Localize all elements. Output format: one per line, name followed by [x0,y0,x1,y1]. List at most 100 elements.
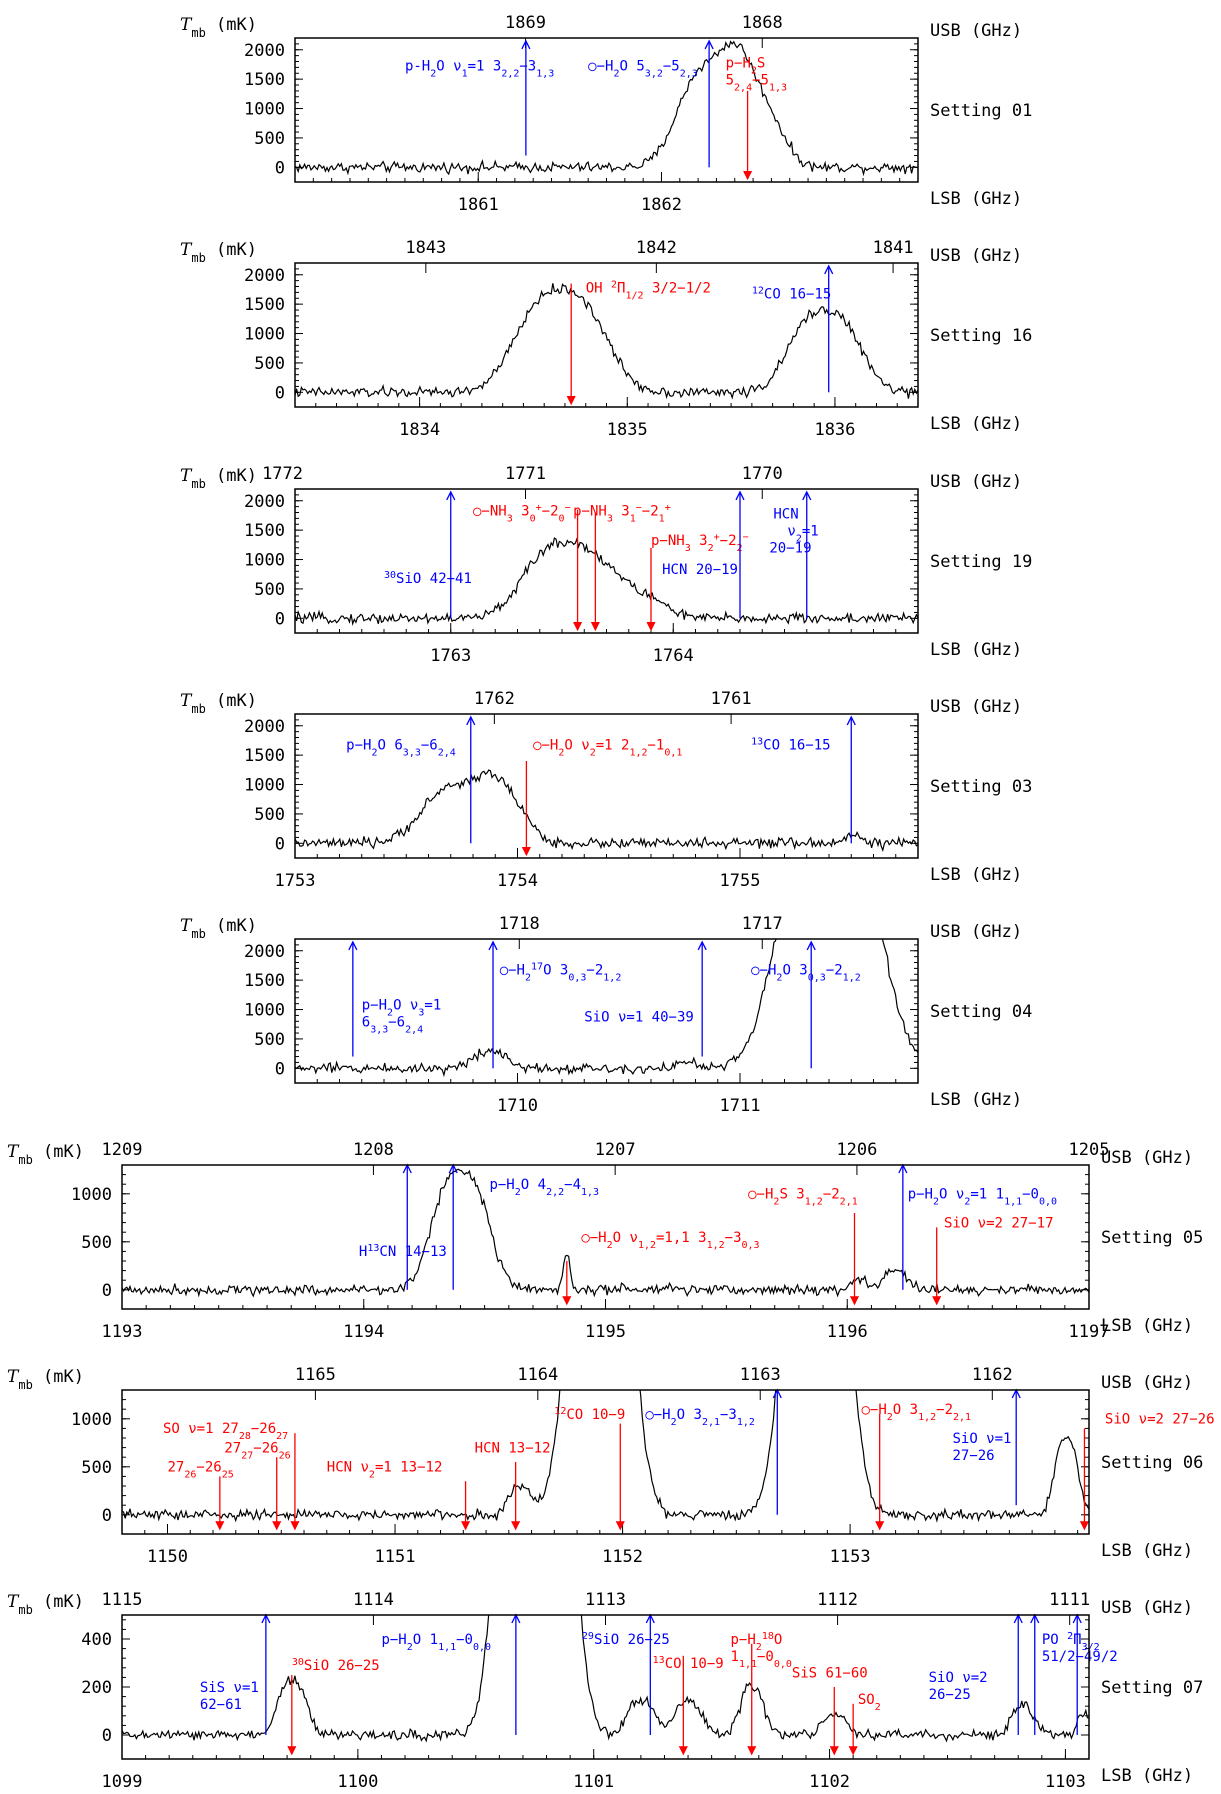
lsb-tick-label: 1836 [814,420,855,440]
y-tick-label: 0 [102,1506,112,1526]
line-label: 11,1−00,0 [731,1649,792,1670]
spectrum-panel: Tmb (mK) 0 500 1000 1193 1194 1195 1196 1197 1209… [7,1140,1203,1342]
marker-arrowhead [697,940,707,951]
usb-axis-label: USB (GHz) [1101,1373,1193,1393]
marker-arrowhead [802,490,812,501]
line-label: HCN 20−19 [662,562,738,578]
usb-tick-label: 1163 [740,1365,781,1385]
line-label: ○−H2S 31,2−22,1 [748,1187,858,1208]
usb-tick-label: 1205 [1069,1140,1110,1160]
lsb-tick-label: 1764 [653,646,694,666]
y-tick-label: 0 [275,834,285,854]
lsb-tick-label: 1152 [602,1547,643,1567]
spectrum-trace [295,769,918,853]
line-label: p−H2O ν2=1 11,1−00,0 [908,1187,1057,1208]
lsb-axis-label: LSB (GHz) [1101,1541,1193,1561]
lsb-tick-label: 1193 [102,1322,143,1342]
line-label: HCN ν2=1 13−12 [327,1460,443,1481]
lsb-tick-label: 1099 [102,1772,143,1792]
spectrum-trace [295,283,918,400]
y-tick-label: 1500 [244,70,285,90]
usb-tick-label: 1164 [517,1365,558,1385]
lsb-tick-label: 1711 [720,1096,761,1116]
line-label: p−NH3 32+−22− [651,531,749,553]
marker-arrowhead [290,1520,300,1531]
marker-arrowhead [511,1520,521,1531]
line-label: SiO ν=1 40−39 [584,1009,694,1025]
y-tick-label: 1000 [244,100,285,120]
lsb-tick-label: 1834 [399,420,440,440]
setting-label: Setting 05 [1101,1228,1203,1248]
setting-label: Setting 04 [930,1002,1032,1022]
lsb-axis-label: LSB (GHz) [1101,1766,1193,1786]
marker-arrowhead [824,264,834,275]
lsb-tick-label: 1835 [607,420,648,440]
spectrum-panel: Tmb (mK) 0 500 1000 1500 2000 1834 1835 1836 1843… [180,238,1032,440]
lsb-tick-label: 1150 [147,1547,188,1567]
usb-tick-label: 1206 [836,1140,877,1160]
y-axis-label: Tmb (mK) [180,691,257,716]
line-label: p−H2O 11,1−00,0 [381,1632,491,1653]
marker-arrowhead [850,1295,859,1306]
y-axis-label: Tmb (mK) [180,466,257,491]
y-tick-label: 0 [275,383,285,403]
line-label: 30SiO 42−41 [384,570,472,588]
usb-tick-label: 1718 [499,914,540,934]
line-label: 20−19 [769,540,811,556]
marker-arrowhead [287,1745,297,1756]
y-tick-label: 500 [81,1233,112,1253]
y-tick-label: 1000 [244,1001,285,1021]
marker-arrowhead [747,1745,757,1756]
plot-frame [294,262,919,408]
marker-arrowhead [573,621,583,632]
lsb-tick-label: 1753 [275,871,316,891]
lsb-tick-label: 1195 [585,1322,626,1342]
y-tick-label: 2000 [244,717,285,737]
y-tick-label: 500 [254,580,285,600]
lsb-tick-label: 1102 [809,1772,850,1792]
line-label: SiO ν=2 27−17 [944,1215,1054,1231]
marker-arrowhead [566,395,576,406]
line-label: 26−25 [929,1687,971,1703]
usb-tick-label: 1111 [1049,1590,1090,1610]
y-axis-label: Tmb (mK) [180,15,257,40]
y-tick-label: 2000 [244,492,285,512]
line-label: ○−H2O 53,2−52,3 [588,58,698,79]
usb-tick-label: 1868 [742,13,783,33]
y-tick-label: 1000 [71,1410,112,1430]
spectrum-panel: Tmb (mK) 0 500 1000 1500 2000 1763 1764 1772 1771… [180,464,1032,666]
marker-arrowhead [829,1745,839,1756]
usb-axis-label: USB (GHz) [930,922,1022,942]
usb-tick-label: 1771 [505,464,546,484]
line-label: ν2=1 [787,523,818,544]
y-tick-label: 2000 [244,266,285,286]
lsb-tick-label: 1151 [375,1547,416,1567]
y-tick-label: 1000 [244,776,285,796]
marker-arrowhead [521,39,531,50]
line-label: p−H2O 63,3−62,4 [346,737,456,758]
lsb-tick-label: 1100 [337,1772,378,1792]
marker-arrowhead [1080,1520,1089,1531]
y-tick-label: 1000 [244,325,285,345]
plot-frame [294,37,919,183]
marker-arrowhead [704,39,714,50]
y-axis-label: Tmb (mK) [7,1592,84,1617]
lsb-axis-label: LSB (GHz) [930,1090,1022,1110]
line-label: SiO ν=2 27−26 [1105,1412,1215,1428]
line-label: 62−61 [200,1697,242,1713]
line-label: 63,3−62,4 [362,1015,423,1036]
y-tick-label: 200 [81,1678,112,1698]
line-label: ○−NH3 30+−20− [473,502,571,524]
usb-tick-label: 1761 [711,689,752,709]
line-label: SiS ν=1 [200,1680,259,1696]
y-tick-label: 500 [254,805,285,825]
line-label: p−NH3 31−−21+ [573,502,671,524]
marker-arrowhead [848,1745,858,1756]
y-tick-label: 500 [81,1458,112,1478]
setting-label: Setting 07 [1101,1678,1203,1698]
line-label: p−H2O 42,2−41,3 [489,1177,599,1198]
spectrum-trace [122,1390,1089,1523]
marker-arrowhead [466,715,476,726]
y-tick-label: 1000 [244,551,285,571]
